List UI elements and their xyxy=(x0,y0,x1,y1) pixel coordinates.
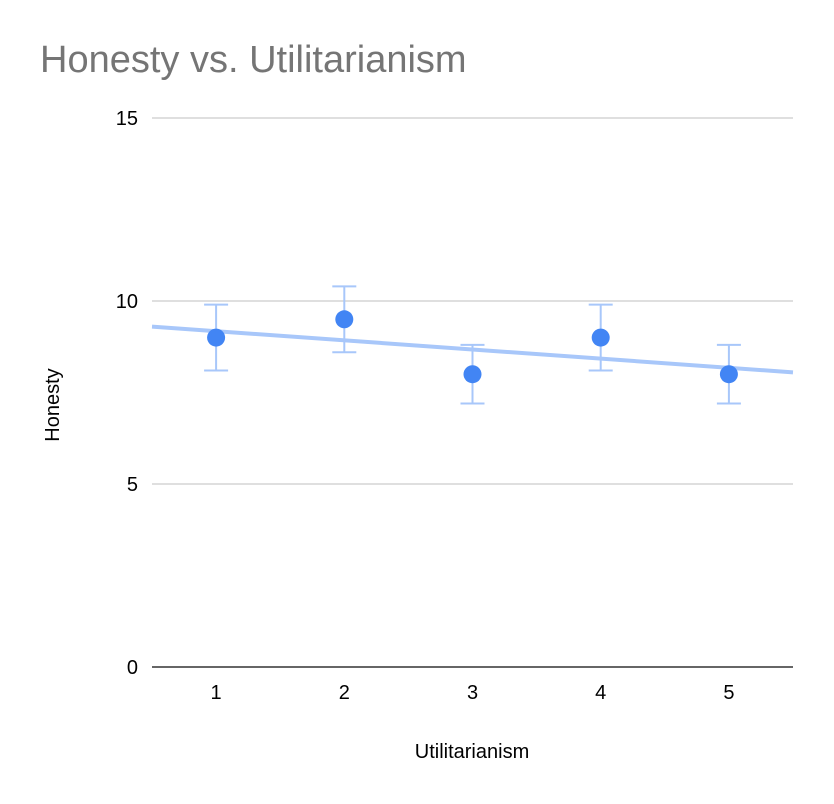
data-point xyxy=(591,328,610,347)
x-axis-label: Utilitarianism xyxy=(415,741,529,763)
y-tick-label: 15 xyxy=(116,108,138,130)
y-axis-ticks: 0 5 10 15 xyxy=(116,108,138,679)
x-tick-label: 3 xyxy=(467,682,478,704)
x-tick-label: 2 xyxy=(339,682,350,704)
data-points xyxy=(207,310,738,384)
gridlines xyxy=(152,117,793,668)
data-point xyxy=(335,310,354,329)
y-tick-label: 0 xyxy=(127,657,138,679)
x-tick-label: 1 xyxy=(211,682,222,704)
chart-title: Honesty vs. Utilitarianism xyxy=(40,39,467,81)
data-point xyxy=(207,328,226,347)
data-point xyxy=(719,365,738,384)
y-tick-label: 10 xyxy=(116,291,138,313)
x-axis-ticks: 1 2 3 4 5 xyxy=(211,682,735,704)
y-tick-label: 5 xyxy=(127,474,138,496)
y-axis-label: Honesty xyxy=(42,368,64,441)
error-bars xyxy=(204,285,741,405)
x-tick-label: 5 xyxy=(723,682,734,704)
x-tick-label: 4 xyxy=(595,682,606,704)
data-point xyxy=(463,365,482,384)
